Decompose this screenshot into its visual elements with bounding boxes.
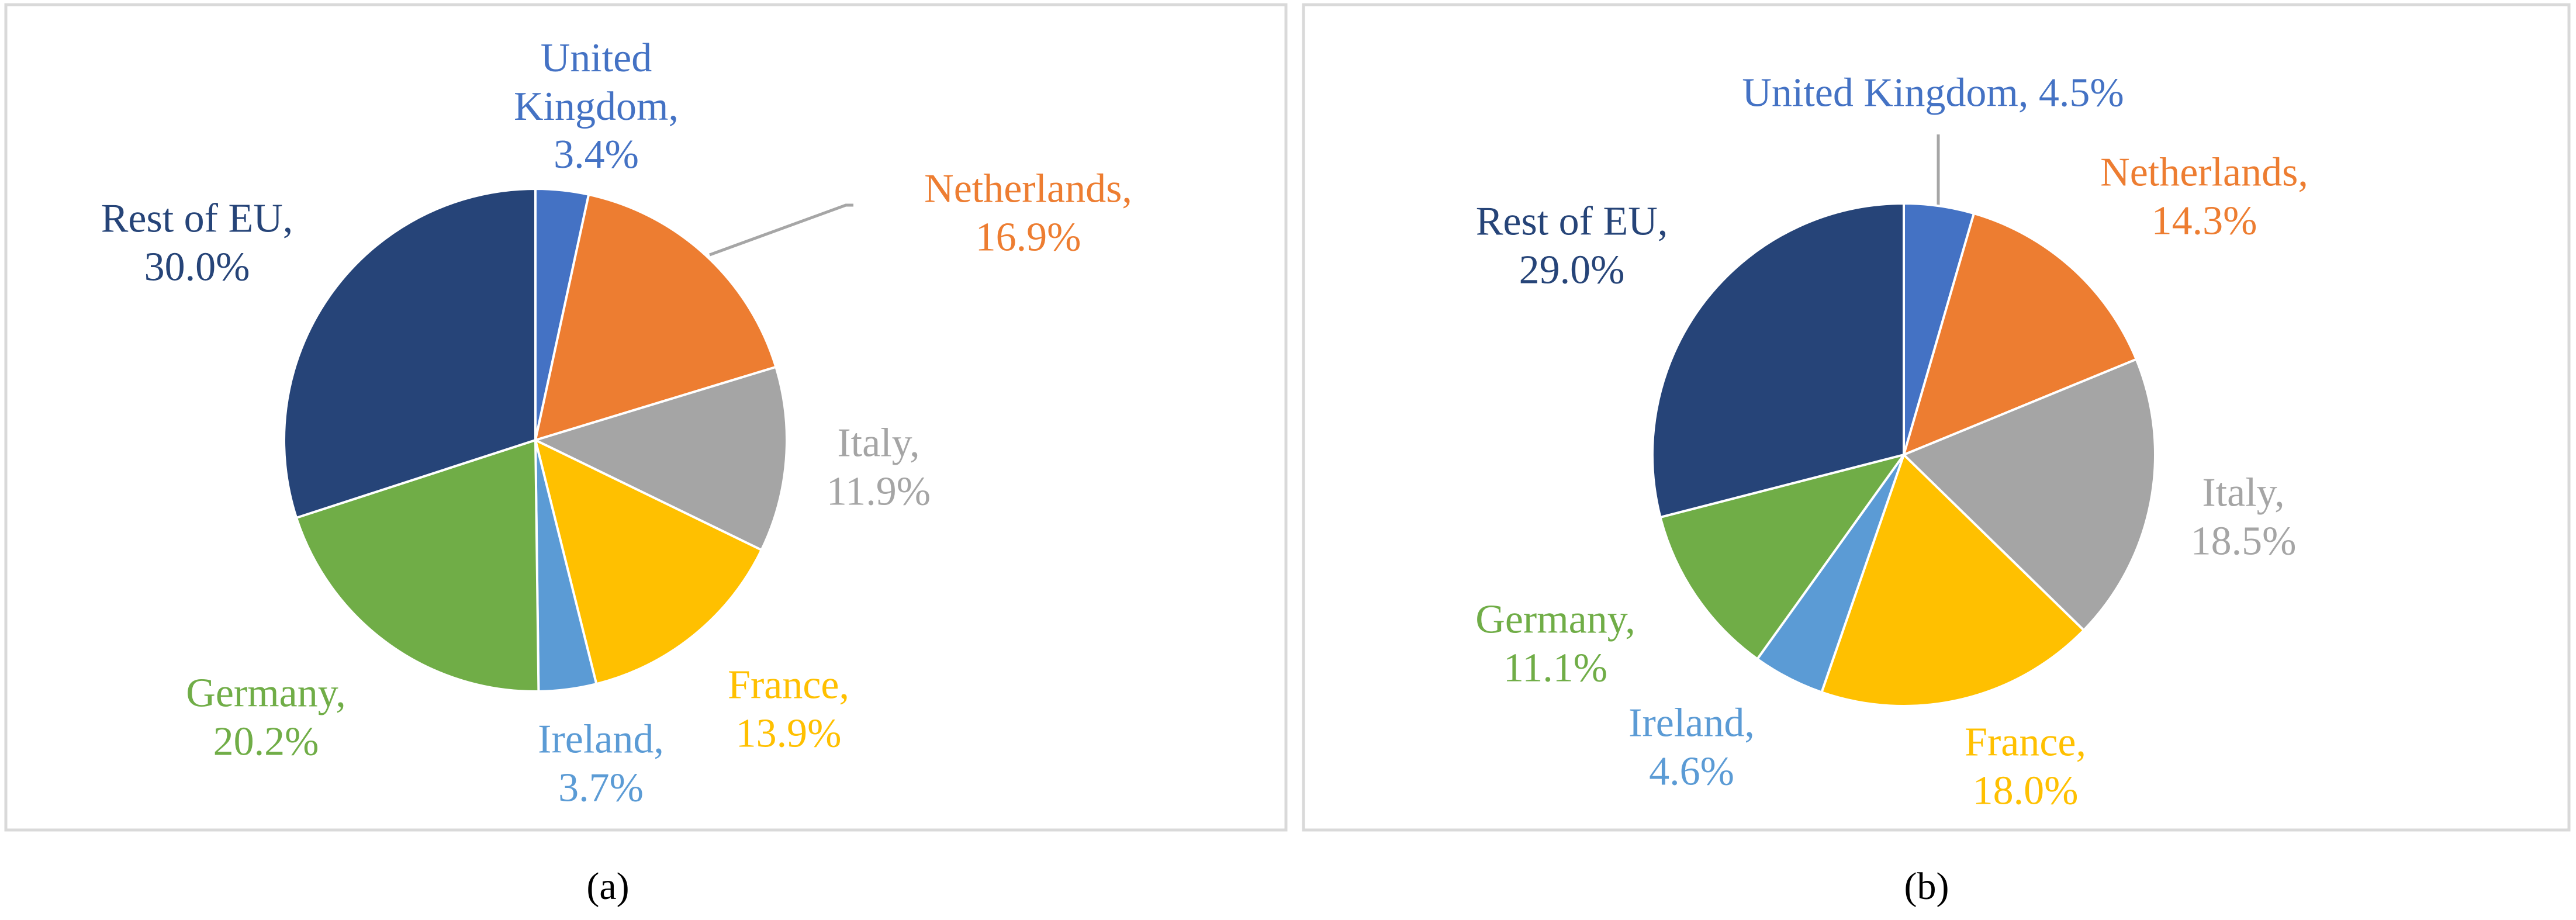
data-label: Rest of EU, 30.0% [101, 196, 293, 289]
data-label: United Kingdom, 3.4% [514, 36, 679, 178]
leader-line [709, 203, 853, 257]
data-label: Ireland, 4.6% [1628, 700, 1755, 794]
data-label: Italy, 11.9% [826, 420, 931, 514]
pie-slice [1901, 358, 2156, 632]
data-label: France, 13.9% [728, 662, 849, 756]
pie-slice [295, 438, 540, 693]
data-label: Netherlands, 14.3% [2100, 150, 2308, 243]
pie-slice [534, 193, 777, 442]
data-label: Rest of EU, 29.0% [1475, 199, 1668, 292]
pie-slice [1659, 452, 1907, 661]
data-label: Germany, 11.1% [1475, 597, 1635, 690]
caption: (b) [1904, 865, 1949, 908]
panel-border [1302, 3, 2571, 832]
pie-slice [1901, 212, 2138, 457]
data-label: Italy, 18.5% [2190, 470, 2297, 563]
pie-slice [534, 438, 763, 686]
pie-slice [283, 187, 537, 520]
panel-border [4, 3, 1288, 832]
pie-slice [1651, 202, 1905, 519]
data-label: Germany, 20.2% [186, 670, 346, 764]
data-label: Netherlands, 16.9% [924, 166, 1132, 260]
data-label: United Kingdom, 4.5% [1742, 70, 2124, 116]
data-label: France, 18.0% [1965, 720, 2086, 813]
pie-slice [532, 365, 788, 552]
data-label: Ireland, 3.7% [538, 717, 664, 810]
caption: (a) [586, 865, 630, 908]
pie-slice [1820, 452, 2086, 707]
